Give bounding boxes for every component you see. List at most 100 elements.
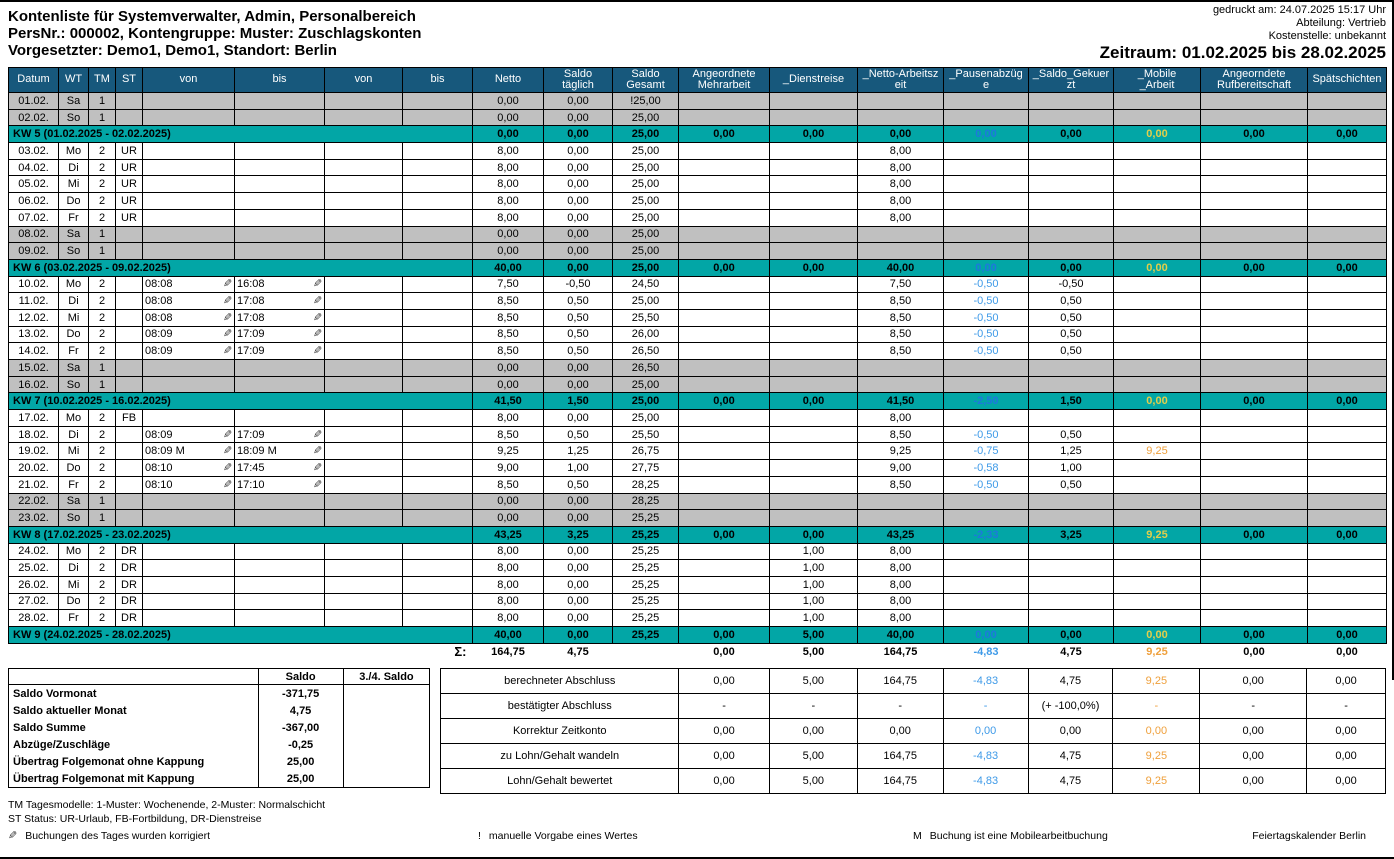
column-header: bis [402, 67, 473, 93]
weekday-cell: So [58, 509, 89, 527]
overtime-ordered-cell [678, 409, 770, 427]
on-call-cell [1200, 192, 1308, 210]
time-from2-cell [324, 609, 403, 627]
department: Abteilung: Vertrieb [1296, 17, 1386, 29]
time-to-cell: 17:08 ✎ [234, 292, 325, 310]
net-worktime-cell: 8,50 [857, 325, 944, 344]
on-call-cell [1200, 425, 1308, 444]
saldo-daily-cell: 1,50 [543, 392, 613, 411]
time-from-cell [142, 542, 235, 561]
time-to2-cell [402, 92, 473, 110]
saldo-value: 25,00 [257, 753, 344, 771]
saldo-daily-cell: 0,00 [543, 175, 613, 194]
net-worktime-cell: 8,50 [857, 342, 944, 360]
weekday-cell: So [58, 242, 89, 260]
saldo-total-cell: 25,00 [612, 258, 679, 277]
sum-business-trip-cell: 5,00 [769, 643, 858, 660]
saldo-daily-cell: 0,00 [543, 108, 613, 127]
saldo-total-cell: 25,25 [612, 525, 679, 544]
netto-cell: 8,00 [472, 592, 544, 611]
overtime-ordered-cell [678, 425, 770, 444]
time-to2-cell [402, 342, 473, 360]
date-cell: 10.02. [8, 275, 59, 294]
time-to2-cell [402, 292, 473, 310]
date-cell: 01.02. [8, 92, 59, 110]
saldo-daily-cell: 0,00 [543, 409, 613, 427]
mobile-work-cell [1113, 108, 1201, 127]
overtime-ordered-cell [678, 375, 770, 394]
net-worktime-cell [857, 359, 944, 377]
time-from2-cell [324, 208, 403, 227]
mobile-work-cell: 0,00 [1113, 626, 1201, 644]
time-from2-cell [324, 492, 403, 511]
mobile-work-cell [1113, 308, 1201, 327]
saldo-daily-cell: 0,00 [543, 626, 613, 644]
saldo-daily-cell: 0,50 [543, 342, 613, 360]
time-from2-cell [324, 225, 403, 244]
time-from2-cell [324, 359, 403, 377]
status-cell: DR [115, 609, 143, 627]
abschluss-value: 5,00 [768, 768, 858, 795]
late-shift-cell [1307, 475, 1387, 494]
saldo-total-cell: 25,25 [612, 509, 679, 527]
mobile-work-cell [1113, 559, 1201, 577]
time-from2-cell [324, 308, 403, 327]
time-from-cell [142, 492, 235, 511]
tm-legend: TM Tagesmodelle: 1-Muster: Wochenende, 2… [8, 799, 326, 812]
late-shift-cell [1307, 175, 1387, 194]
pencil-icon: ✎ [222, 311, 232, 324]
saldo-total-cell: 25,00 [612, 292, 679, 310]
time-from2-cell [324, 592, 403, 611]
time-to-cell [234, 509, 325, 527]
break-deduction-cell [943, 542, 1029, 561]
saldo-capped-cell: 0,00 [1028, 125, 1114, 144]
late-shift-cell [1307, 509, 1387, 527]
break-deduction-cell: -0,50 [943, 308, 1029, 327]
pencil-icon: ✎ [312, 328, 322, 341]
time-from2-cell [324, 575, 403, 594]
time-to-cell [234, 108, 325, 127]
pencil-icon: ✎ [312, 295, 322, 308]
saldo-total-cell: 28,25 [612, 475, 679, 494]
day-model-cell: 2 [88, 175, 116, 194]
saldo-summary-table: Saldo 3./4. Saldo Saldo Vormonat -371,75 S… [8, 668, 431, 789]
sum-overtime-cell: 0,00 [678, 643, 770, 660]
late-shift-cell [1307, 275, 1387, 294]
overtime-ordered-cell [678, 158, 770, 177]
time-from-cell [142, 225, 235, 244]
break-deduction-cell: -0,50 [943, 275, 1029, 294]
overtime-ordered-cell [678, 342, 770, 360]
overtime-ordered-cell [678, 509, 770, 527]
saldo-value: 4,75 [257, 702, 344, 720]
day-model-cell: 2 [88, 575, 116, 594]
overtime-ordered-cell: 0,00 [678, 258, 770, 277]
abschluss-value: 0,00 [1199, 668, 1308, 695]
net-worktime-cell: 8,50 [857, 308, 944, 327]
abschluss-value: 0,00 [1112, 718, 1201, 745]
abschluss-value: 0,00 [1306, 743, 1386, 770]
time-to-cell [234, 158, 325, 177]
mobile-work-cell [1113, 459, 1201, 477]
day-model-cell: 2 [88, 308, 116, 327]
abschluss-value: 164,75 [856, 768, 944, 795]
week-summary-row: KW 5 (01.02.2025 - 02.02.2025) 0,00 0,00 25… [8, 125, 1387, 144]
time-to-cell [234, 492, 325, 511]
business-trip-cell [769, 142, 858, 160]
net-worktime-cell: 43,25 [857, 525, 944, 544]
late-shift-cell [1307, 559, 1387, 577]
column-totals-row: Σ: 164,75 4,75 0,00 5,00 164,75 -4,83 4,75 9,25 0… [8, 643, 1387, 660]
overtime-ordered-cell [678, 459, 770, 477]
saldo-row-label: Saldo Summe [8, 719, 259, 737]
sigma-label: Σ: [402, 643, 473, 660]
mobile-work-cell [1113, 242, 1201, 260]
day-model-cell: 2 [88, 208, 116, 227]
time-from2-cell [324, 409, 403, 427]
business-trip-cell [769, 375, 858, 394]
pencil-icon: ✎ [312, 461, 322, 474]
overtime-ordered-cell [678, 442, 770, 461]
day-model-cell: 2 [88, 342, 116, 360]
time-from-cell [142, 142, 235, 160]
netto-cell: 0,00 [472, 242, 544, 260]
week-summary-label: KW 6 (03.02.2025 - 09.02.2025) [8, 258, 473, 277]
abschluss-row: Korrektur Zeitkonto 0,00 0,00 0,00 0,00 0,00 0… [440, 718, 1386, 745]
